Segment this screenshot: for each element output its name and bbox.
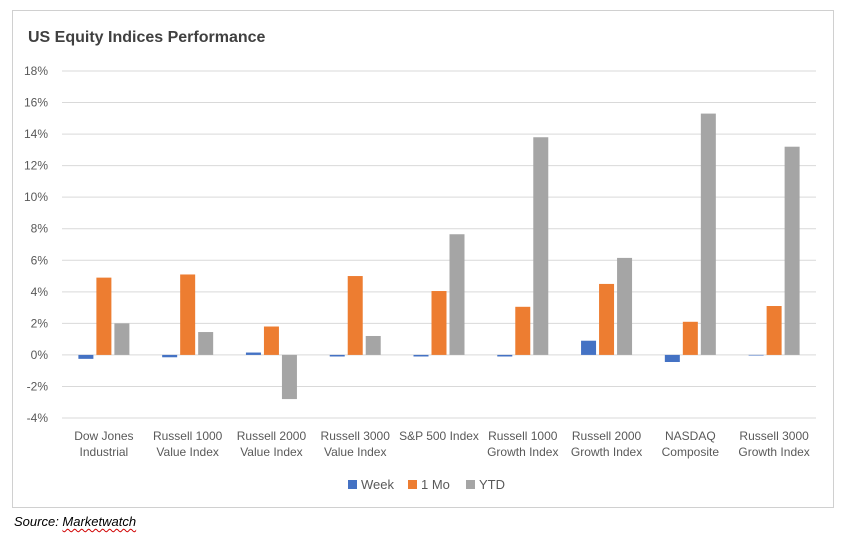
x-tick-label: Russell 3000 [739, 429, 809, 443]
bar-ytd [281, 354, 297, 400]
bar-week [162, 354, 178, 358]
bars [78, 113, 800, 400]
bar-ytd [114, 323, 130, 355]
x-tick-label: Russell 1000 [153, 429, 223, 443]
bar-ytd [365, 335, 381, 355]
y-axis-ticks: 18% 16% 14% 12% 10% 8% 6% 4% 2% 0% -2% -4% [24, 64, 48, 425]
bar-ytd [533, 137, 549, 355]
y-tick-label: 0% [31, 348, 49, 362]
bar-ytd [449, 234, 465, 355]
legend-label: YTD [479, 477, 505, 492]
bar-ytd [700, 113, 716, 355]
y-tick-label: 12% [24, 159, 48, 173]
x-tick-label: Russell 3000 [321, 429, 391, 443]
bar-1-mo [682, 321, 698, 355]
y-tick-label: 2% [31, 316, 49, 330]
chart-title: US Equity Indices Performance [28, 29, 266, 46]
source-note: Source: Marketwatch [14, 514, 136, 529]
x-axis-labels: Dow Jones Industrial Russell 1000 Value Ind… [74, 429, 810, 459]
bar-week [748, 354, 764, 356]
chart-frame [12, 10, 834, 508]
bar-1-mo [347, 276, 363, 355]
x-tick-label: Value Index [324, 445, 387, 459]
legend-label: 1 Mo [421, 477, 450, 492]
x-tick-label: Dow Jones [74, 429, 133, 443]
x-tick-label: Russell 2000 [237, 429, 307, 443]
legend-swatch [408, 480, 417, 489]
bar-chart: 18% 16% 14% 12% 10% 8% 6% 4% 2% 0% -2% -4% Dow Jone… [24, 64, 816, 492]
bar-week [78, 354, 94, 359]
x-tick-label: S&P 500 Index [399, 429, 479, 443]
x-tick-label: Composite [662, 445, 720, 459]
x-tick-label: Growth Index [487, 445, 558, 459]
y-tick-label: 18% [24, 64, 48, 78]
bar-ytd [198, 332, 214, 355]
bar-week [245, 352, 261, 355]
x-tick-label: Russell 1000 [488, 429, 558, 443]
x-tick-label: Growth Index [738, 445, 809, 459]
bar-1-mo [599, 283, 615, 355]
y-tick-label: -4% [27, 411, 49, 425]
bar-ytd [784, 146, 800, 355]
legend-label: Week [361, 477, 394, 492]
source-brand: Marketwatch [62, 514, 137, 529]
y-tick-label: -2% [27, 379, 49, 393]
x-tick-label: Value Index [240, 445, 303, 459]
bar-ytd [617, 257, 633, 355]
y-tick-label: 10% [24, 190, 48, 204]
x-tick-label: Value Index [156, 445, 219, 459]
y-tick-label: 6% [31, 253, 49, 267]
x-tick-label: Growth Index [571, 445, 642, 459]
y-tick-label: 8% [31, 222, 49, 236]
bar-1-mo [96, 277, 112, 355]
bar-week [581, 340, 597, 355]
bar-week [413, 354, 429, 357]
y-tick-label: 16% [24, 96, 48, 110]
source-prefix: Source: [14, 514, 63, 529]
bar-1-mo [180, 274, 196, 355]
bar-week [329, 354, 345, 357]
bar-1-mo [766, 306, 782, 355]
x-tick-label: NASDAQ [665, 429, 716, 443]
legend: Week 1 Mo YTD [348, 477, 505, 492]
bar-1-mo [263, 326, 279, 355]
x-tick-label: Industrial [80, 445, 129, 459]
y-tick-label: 14% [24, 127, 48, 141]
bar-week [497, 354, 513, 357]
bar-week [664, 354, 680, 363]
bar-1-mo [515, 306, 531, 355]
y-tick-label: 4% [31, 285, 49, 299]
legend-swatch [348, 480, 357, 489]
x-tick-label: Russell 2000 [572, 429, 642, 443]
legend-swatch [466, 480, 475, 489]
bar-1-mo [431, 291, 447, 355]
